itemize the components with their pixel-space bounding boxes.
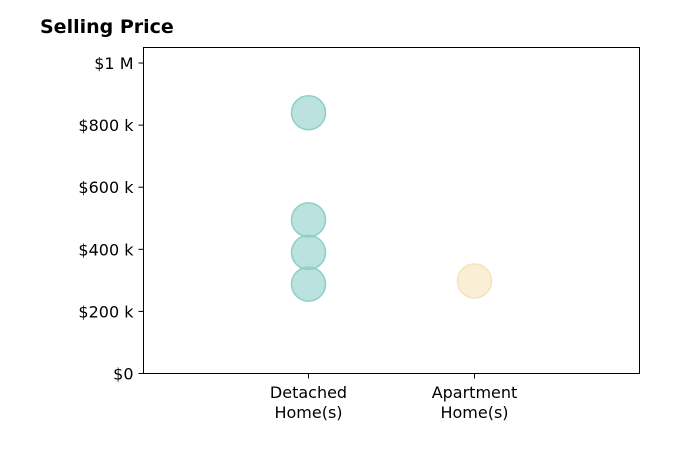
data-point [290, 266, 327, 302]
y-tick-label: $1 M [94, 54, 133, 73]
data-point [290, 202, 327, 238]
y-tick-label: $600 k [78, 178, 134, 197]
y-tick-label: $800 k [78, 116, 134, 135]
y-tick-label: $0 [113, 365, 133, 384]
y-tick-label: $200 k [78, 302, 134, 321]
x-tick-label: Home(s) [274, 403, 342, 422]
x-tick-label: Apartment [432, 383, 518, 402]
y-axis: $0 $200 k $400 k $600 k $800 k $1 M [78, 54, 144, 384]
plot-frame [143, 47, 640, 374]
data-point [456, 263, 493, 299]
y-tick-label: $400 k [78, 240, 134, 259]
data-points [290, 94, 493, 302]
data-point [290, 94, 327, 131]
x-tick-label: Home(s) [440, 403, 508, 422]
chart-title: Selling Price [40, 16, 174, 38]
data-point [290, 234, 327, 271]
x-tick-label: Detached [270, 383, 347, 402]
